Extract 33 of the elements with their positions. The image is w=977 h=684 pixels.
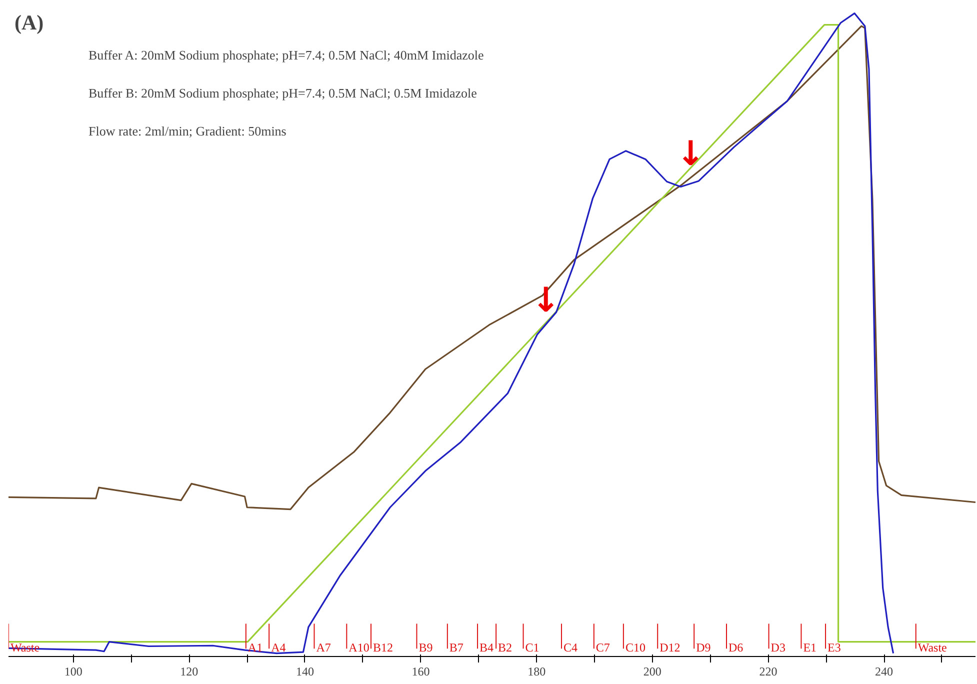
ref-line-label: A4	[271, 640, 286, 654]
ref-line-label: B4	[480, 640, 494, 654]
ref-line-label: C1	[525, 640, 540, 654]
ref-line-label: D6	[728, 640, 744, 654]
x-tick-label: 140	[296, 664, 314, 678]
annotation: Buffer B: 20mM Sodium phosphate; pH=7.4; 0.5M NaCl; 0.5M Imidazole	[88, 86, 478, 100]
ref-line-label: C4	[563, 640, 578, 654]
annotation: ↓	[676, 134, 705, 174]
ref-line-label: E1	[803, 640, 817, 654]
annotation: Flow rate: 2ml/min; Gradient: 50mins	[88, 124, 286, 138]
x-tick-label: 120	[180, 664, 198, 678]
ref-line-label: C7	[596, 640, 610, 654]
ref-line-label: C10	[625, 640, 646, 654]
ref-line-label: B9	[418, 640, 433, 654]
ref-line-label: D12	[660, 640, 680, 654]
x-tick-label: 220	[759, 664, 778, 678]
x-tick-label: 200	[643, 664, 662, 678]
ref-line-label: D3	[770, 640, 786, 654]
x-tick-label: 240	[875, 664, 894, 678]
annotation: ↓	[532, 280, 560, 321]
ref-line-label: A10	[348, 640, 370, 654]
ref-line-label: B2	[498, 640, 512, 654]
ref-line-label: E3	[828, 640, 841, 654]
x-tick-label: 180	[528, 664, 546, 678]
x-tick-label: 100	[64, 664, 82, 678]
annotation: Buffer A: 20mM Sodium phosphate; pH=7.4; 0.5M NaCl; 40mM Imidazole	[88, 48, 484, 62]
ref-line-label: A7	[316, 640, 331, 654]
x-tick-label: 160	[412, 664, 430, 678]
ref-line-label: Waste	[918, 640, 947, 654]
chart-title: (A)	[14, 10, 44, 34]
ref-line-label: D9	[696, 640, 711, 654]
ref-line-label: B7	[449, 640, 464, 654]
ref-line-label: B12	[372, 640, 393, 654]
